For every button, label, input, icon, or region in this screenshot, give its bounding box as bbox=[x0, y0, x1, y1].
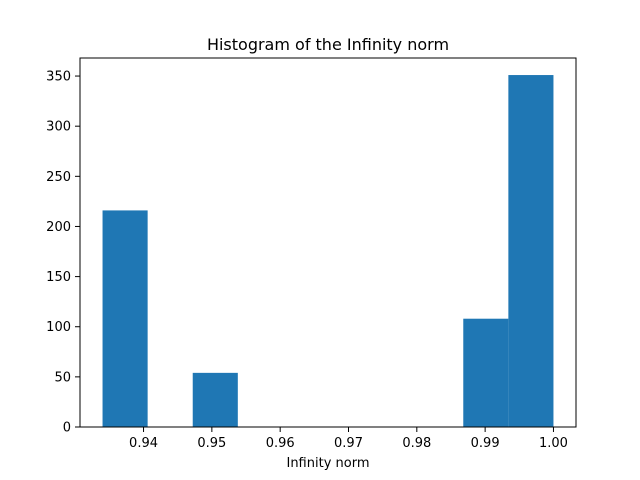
y-tick-label-0: 0 bbox=[63, 421, 71, 436]
x-axis-label: Infinity norm bbox=[286, 456, 369, 471]
x-tick-label-4: 0.98 bbox=[402, 436, 431, 451]
histogram-bars bbox=[102, 75, 554, 427]
y-tick-label-6: 300 bbox=[46, 120, 71, 135]
histogram-bar-8 bbox=[463, 318, 509, 427]
x-axis-ticks: 0.94 0.95 0.96 0.97 0.98 0.99 1.00 bbox=[129, 427, 568, 451]
x-tick-label-3: 0.97 bbox=[334, 436, 363, 451]
x-tick-label-0: 0.94 bbox=[129, 436, 158, 451]
y-tick-label-2: 100 bbox=[46, 320, 71, 335]
y-axis-ticks: 0 50 100 150 200 250 300 350 bbox=[46, 70, 80, 436]
y-tick-label-7: 350 bbox=[46, 70, 71, 85]
histogram-bar-9 bbox=[508, 75, 554, 427]
x-tick-label-6: 1.00 bbox=[539, 436, 568, 451]
x-tick-label-5: 0.99 bbox=[471, 436, 500, 451]
y-tick-label-1: 50 bbox=[54, 370, 71, 385]
histogram-bar-2 bbox=[192, 372, 238, 427]
y-tick-label-5: 250 bbox=[46, 170, 71, 185]
histogram-bar-0 bbox=[102, 210, 148, 427]
y-tick-label-4: 200 bbox=[46, 220, 71, 235]
y-tick-label-3: 150 bbox=[46, 270, 71, 285]
x-tick-label-1: 0.95 bbox=[197, 436, 226, 451]
plot-area-frame bbox=[79, 57, 577, 428]
chart-title: Histogram of the Infinity norm bbox=[207, 35, 449, 54]
x-tick-label-2: 0.96 bbox=[266, 436, 295, 451]
